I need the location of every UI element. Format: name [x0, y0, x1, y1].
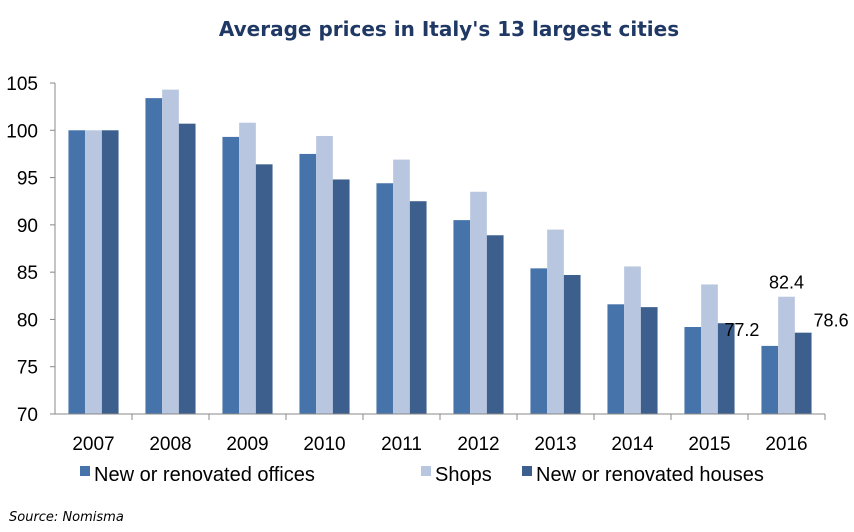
bar-2010-1: [299, 153, 317, 414]
bar-2014-2: [624, 266, 641, 414]
x-tick-label: 2015: [688, 434, 730, 455]
data-label: 77.2: [724, 320, 759, 340]
data-label: 78.6: [814, 311, 849, 331]
bar-2012-2: [470, 191, 487, 414]
x-tick-label: 2009: [226, 434, 268, 455]
legend-label: New or renovated houses: [536, 464, 764, 486]
bar-2015-1: [684, 326, 702, 414]
x-tick-label: 2010: [303, 434, 345, 455]
bar-2013-1: [530, 268, 548, 414]
data-label: 82.4: [769, 273, 804, 293]
x-tick-label: 2013: [534, 434, 576, 455]
bar-2016-1: [761, 345, 779, 414]
legend-label: New or renovated offices: [94, 464, 315, 486]
x-tick-label: 2008: [149, 434, 191, 455]
x-tick-label: 2011: [381, 434, 422, 455]
bar-2016-2: [778, 296, 795, 414]
bar-2014-3: [640, 307, 658, 414]
y-tick-label: 90: [17, 216, 38, 237]
bar-2013-2: [547, 229, 564, 414]
bar-2007-2: [85, 130, 102, 415]
bar-2008-1: [145, 98, 163, 414]
legend-item-2: Shops: [421, 464, 492, 486]
bar-2009-1: [222, 136, 240, 415]
bar-2012-3: [486, 235, 504, 414]
x-tick-label: 2014: [611, 434, 654, 455]
y-tick-label: 105: [6, 74, 38, 95]
bar-2010-3: [332, 179, 350, 414]
legend-label: Shops: [435, 464, 492, 486]
bar-2014-1: [607, 304, 625, 414]
y-tick-label: 70: [17, 405, 38, 426]
bar-2015-3: [717, 323, 735, 414]
bar-2011-1: [376, 183, 394, 414]
y-tick-label: 80: [17, 310, 38, 331]
bar-2009-2: [239, 122, 256, 414]
bar-2016-3: [794, 332, 812, 414]
bar-2007-1: [68, 130, 86, 415]
bar-2008-3: [178, 123, 196, 414]
y-tick-label: 100: [6, 121, 38, 142]
y-tick-label: 75: [17, 358, 38, 379]
x-tick-label: 2007: [72, 434, 114, 455]
legend-item-1: New or renovated offices: [80, 464, 315, 486]
y-tick-label: 85: [17, 263, 38, 284]
bar-2013-3: [563, 274, 581, 414]
legend-swatch: [80, 466, 90, 476]
bar-2011-2: [393, 159, 410, 414]
legend-item-3: New or renovated houses: [522, 464, 764, 486]
y-tick-label: 95: [17, 169, 38, 190]
chart-title: Average prices in Italy's 13 largest cit…: [219, 17, 679, 41]
bar-2007-3: [101, 130, 119, 415]
bar-2015-2: [701, 284, 718, 414]
x-tick-label: 2012: [457, 434, 499, 455]
bar-2012-1: [453, 220, 471, 414]
bar-2008-2: [162, 89, 179, 415]
legend-swatch: [522, 466, 532, 476]
legend-swatch: [421, 466, 431, 476]
bar-2011-3: [409, 201, 427, 414]
bar-2009-3: [255, 164, 273, 414]
bar-2010-2: [316, 135, 333, 414]
source-note: Source: Nomisma: [9, 510, 124, 525]
x-tick-label: 2016: [765, 434, 807, 455]
